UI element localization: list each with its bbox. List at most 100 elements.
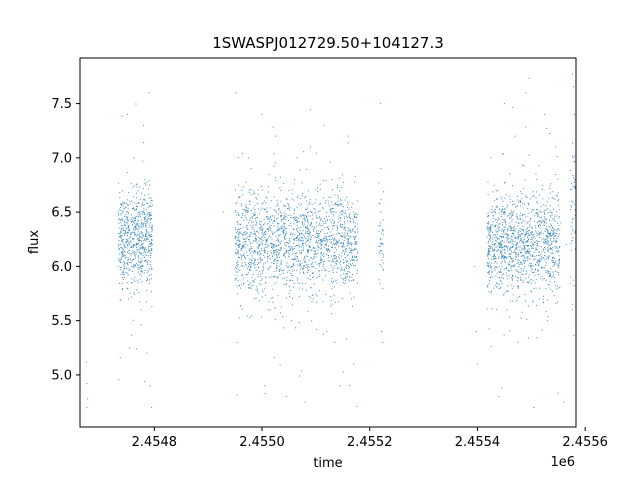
data-point — [264, 250, 266, 252]
data-point — [511, 201, 513, 203]
data-point — [307, 227, 309, 229]
data-point — [512, 294, 514, 296]
data-point — [354, 239, 356, 241]
data-point — [527, 257, 529, 259]
data-point — [335, 211, 337, 213]
data-point — [270, 228, 272, 230]
data-point — [496, 205, 498, 207]
data-point — [277, 260, 279, 262]
data-point — [291, 189, 293, 191]
data-point — [337, 240, 339, 242]
data-point — [118, 233, 120, 235]
data-point — [122, 278, 124, 280]
data-point — [540, 224, 542, 226]
data-point — [324, 235, 326, 237]
data-point — [305, 231, 307, 233]
data-point — [296, 221, 298, 223]
data-point — [515, 221, 517, 223]
data-point — [500, 271, 502, 273]
data-point — [150, 265, 152, 267]
data-point — [267, 309, 269, 311]
data-point — [494, 256, 496, 258]
data-point — [519, 296, 521, 298]
data-point — [507, 285, 509, 287]
data-point — [352, 255, 354, 257]
data-point — [260, 227, 262, 229]
data-point — [332, 213, 334, 215]
data-point — [495, 226, 496, 228]
data-point — [268, 191, 270, 193]
data-point — [136, 244, 138, 246]
data-point — [498, 396, 500, 398]
data-point — [538, 298, 540, 300]
data-point — [138, 260, 140, 262]
data-point — [513, 234, 515, 236]
data-point — [245, 258, 246, 260]
data-point — [339, 204, 341, 206]
data-point — [128, 192, 129, 194]
data-point — [120, 232, 122, 234]
data-point — [572, 217, 574, 219]
data-point — [146, 236, 148, 238]
data-point — [150, 245, 152, 247]
data-point — [513, 285, 515, 287]
data-point — [340, 225, 341, 227]
data-point — [306, 168, 308, 170]
data-point — [253, 281, 255, 283]
data-point — [136, 186, 138, 188]
data-point — [322, 266, 324, 268]
data-point — [253, 214, 255, 216]
data-point — [293, 248, 295, 250]
data-point — [123, 239, 125, 241]
data-point — [339, 262, 341, 264]
data-point — [132, 252, 134, 254]
data-point — [529, 266, 531, 268]
data-point — [349, 260, 351, 262]
data-point — [145, 184, 147, 186]
data-point — [313, 208, 315, 210]
data-point — [308, 229, 310, 231]
data-point — [545, 287, 547, 289]
data-point — [503, 257, 505, 259]
data-point — [515, 206, 517, 208]
data-point — [356, 223, 358, 225]
data-point — [293, 238, 295, 240]
data-point — [307, 235, 309, 237]
data-point — [126, 216, 128, 217]
data-point — [246, 232, 248, 234]
data-point — [535, 231, 537, 233]
data-point — [572, 174, 574, 176]
data-point — [261, 231, 263, 233]
data-point — [511, 242, 513, 244]
data-point — [343, 278, 345, 280]
data-point — [335, 240, 337, 242]
data-point — [345, 251, 347, 253]
data-point — [280, 259, 282, 261]
data-point — [572, 230, 574, 232]
data-point — [249, 235, 251, 237]
data-point — [138, 230, 140, 232]
data-point — [315, 268, 317, 270]
data-point — [299, 229, 301, 231]
data-point — [138, 202, 140, 204]
data-point — [487, 194, 489, 196]
data-point — [517, 195, 519, 197]
data-point — [243, 244, 245, 246]
data-point — [237, 236, 239, 238]
data-point — [532, 191, 534, 193]
data-point — [249, 234, 251, 236]
data-point — [137, 211, 139, 213]
data-point — [507, 234, 509, 236]
data-point — [531, 268, 533, 270]
data-point — [145, 235, 147, 237]
data-point — [151, 268, 153, 270]
data-point — [517, 236, 519, 238]
data-point — [547, 249, 549, 251]
data-point — [511, 230, 513, 232]
data-point — [280, 215, 282, 217]
data-point — [253, 261, 255, 263]
data-point — [267, 218, 269, 220]
data-point — [304, 237, 306, 239]
data-point — [252, 224, 254, 226]
data-point — [289, 234, 291, 236]
